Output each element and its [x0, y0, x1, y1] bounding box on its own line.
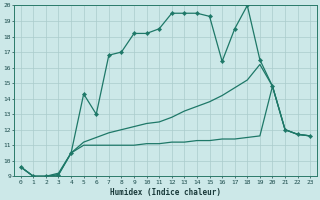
X-axis label: Humidex (Indice chaleur): Humidex (Indice chaleur): [110, 188, 221, 197]
